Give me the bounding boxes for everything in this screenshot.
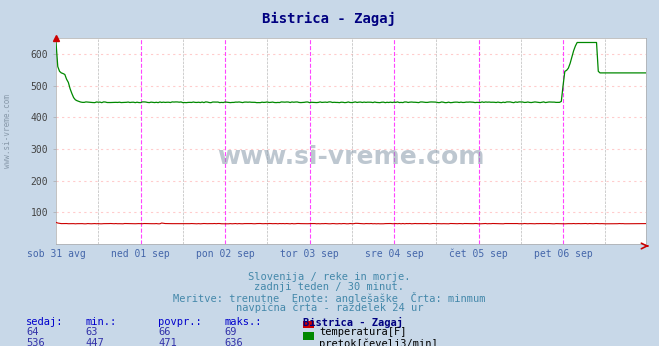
Text: Meritve: trenutne  Enote: anglešaške  Črta: minmum: Meritve: trenutne Enote: anglešaške Črta… [173,292,486,304]
Text: 471: 471 [158,338,177,346]
Text: povpr.:: povpr.: [158,317,202,327]
Text: min.:: min.: [86,317,117,327]
Text: temperatura[F]: temperatura[F] [319,327,407,337]
Text: Bistrica - Zagaj: Bistrica - Zagaj [303,317,403,328]
Text: pretok[čevelj3/min]: pretok[čevelj3/min] [319,338,438,346]
Text: 636: 636 [224,338,243,346]
Text: zadnji teden / 30 minut.: zadnji teden / 30 minut. [254,282,405,292]
Text: navpična črta - razdelek 24 ur: navpična črta - razdelek 24 ur [236,303,423,313]
Text: 64: 64 [26,327,39,337]
Text: Slovenija / reke in morje.: Slovenija / reke in morje. [248,272,411,282]
Text: maks.:: maks.: [224,317,262,327]
Text: 447: 447 [86,338,104,346]
Text: 63: 63 [86,327,98,337]
Text: www.si-vreme.com: www.si-vreme.com [3,94,13,169]
Text: sedaj:: sedaj: [26,317,64,327]
Text: 66: 66 [158,327,171,337]
Text: Bistrica - Zagaj: Bistrica - Zagaj [262,12,397,26]
Text: www.si-vreme.com: www.si-vreme.com [217,145,484,170]
Text: 536: 536 [26,338,45,346]
Text: 69: 69 [224,327,237,337]
